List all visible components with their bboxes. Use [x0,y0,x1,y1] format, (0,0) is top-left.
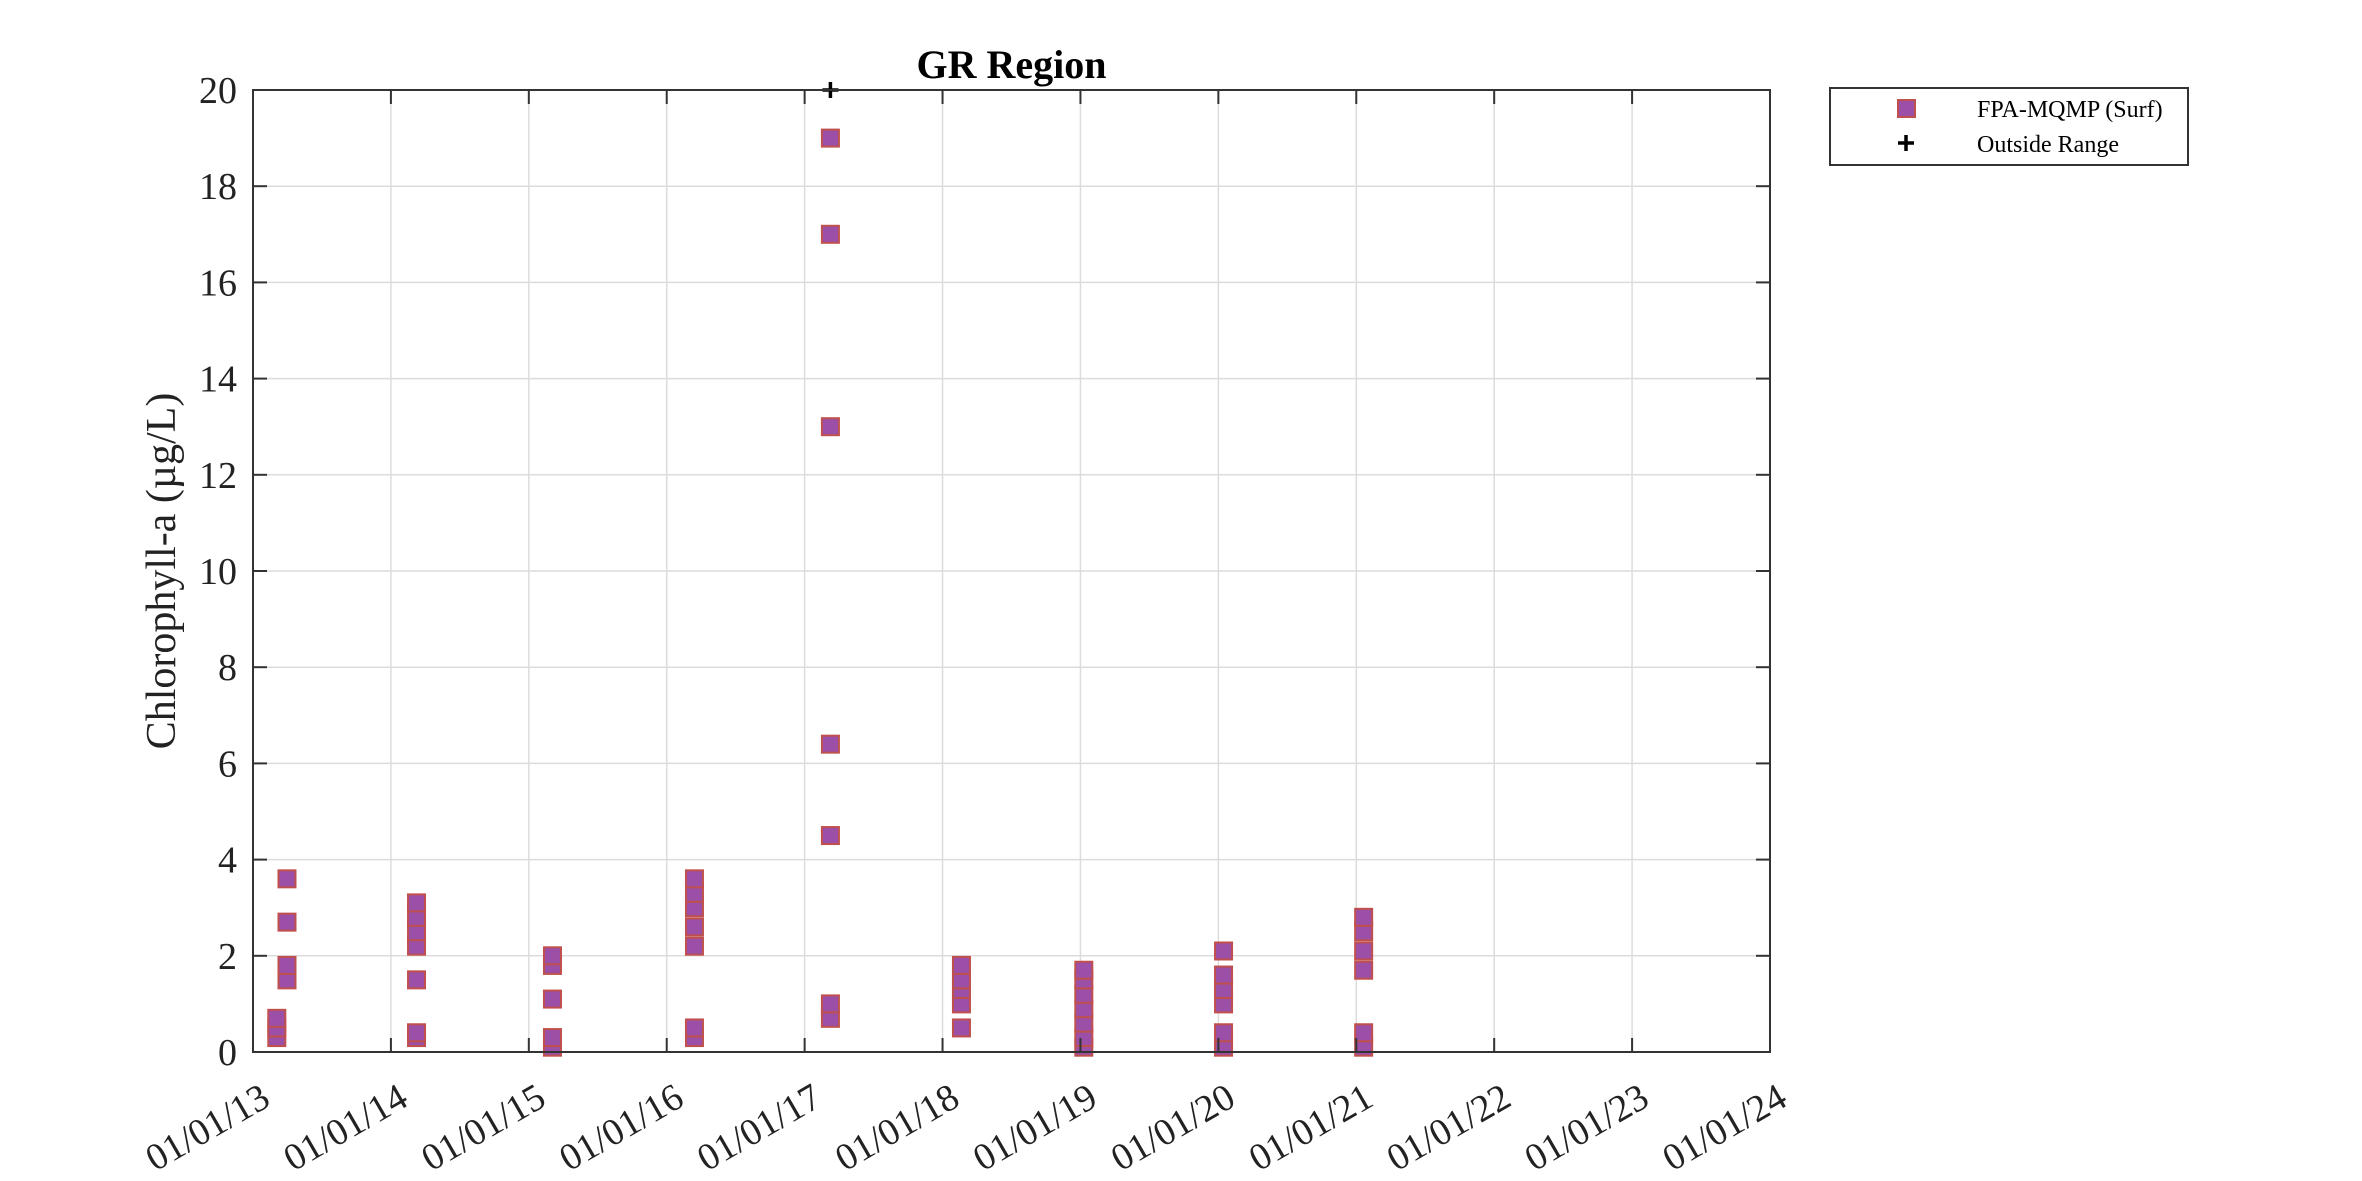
data-point-square [542,946,562,966]
data-point-square [1214,965,1234,985]
data-point-square [951,1018,971,1038]
data-point-square [1354,907,1374,927]
data-point-square [820,734,840,754]
data-point-square [542,989,562,1009]
data-point-square [1214,1023,1234,1043]
y-tick-label: 18 [199,166,237,208]
data-point-square [407,893,427,913]
data-point-square [277,912,297,932]
chart-title: GR Region [917,42,1107,87]
data-point-square [684,917,704,937]
data-point-square [820,994,840,1014]
data-point-square [820,224,840,244]
y-tick-label: 14 [199,359,237,401]
data-point-square [277,955,297,975]
y-tick-labels: 0 2 4 6 8 10 12 14 16 18 20 [199,70,237,1074]
y-tick-label: 10 [199,551,237,593]
data-point-square [407,1023,427,1043]
legend-box [1829,87,2189,166]
data-point-square [1074,960,1094,980]
y-tick-label: 20 [199,70,237,112]
data-point-square [684,1018,704,1038]
y-tick-label: 4 [218,840,237,882]
legend-swatch-fpa-mqmp [1897,99,1916,118]
data-point-square [820,128,840,148]
legend-label-fpa-mqmp: FPA-MQMP (Surf) [1977,97,2163,123]
y-tick-label: 8 [218,647,237,689]
axis-ticks [252,89,1771,1053]
data-point-square [820,826,840,846]
data-point-square [542,1028,562,1048]
legend-label-outside-range: Outside Range [1977,132,2119,158]
data-point-square [684,869,704,889]
data-point-square [407,970,427,990]
data-point-square [1354,1023,1374,1043]
y-tick-label: 2 [218,936,237,978]
legend-swatch-outside-range [1898,135,1914,151]
data-point-square [1354,941,1374,961]
y-tick-label: 16 [199,262,237,304]
data-point-square [684,936,704,956]
data-point-square [1214,941,1234,961]
data-point-square [951,955,971,975]
y-tick-label: 6 [218,743,237,785]
y-tick-label: 12 [199,455,237,497]
data-point-square [277,869,297,889]
data-point-square [267,1008,287,1028]
y-tick-label: 0 [218,1032,237,1074]
legend: FPA-MQMP (Surf) Outside Range [1829,87,2189,166]
data-point-square [820,417,840,437]
y-axis-label: Chlorophyll-a (µg/L) [139,393,185,750]
data-point-square [1354,960,1374,980]
